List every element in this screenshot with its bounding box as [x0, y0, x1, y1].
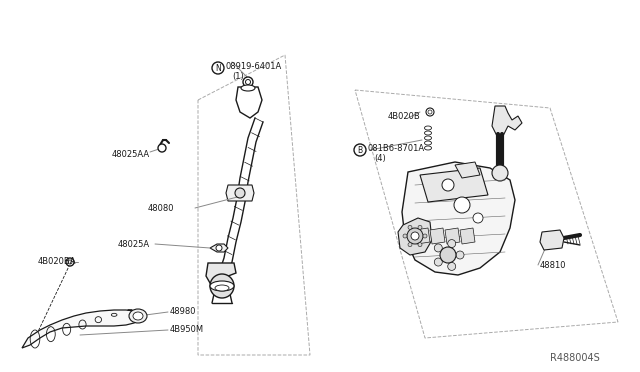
- Polygon shape: [236, 87, 262, 118]
- Polygon shape: [398, 218, 432, 255]
- Polygon shape: [402, 162, 515, 275]
- Circle shape: [158, 144, 166, 152]
- Text: 081B6-8701A: 081B6-8701A: [368, 144, 425, 153]
- Circle shape: [418, 225, 422, 230]
- Circle shape: [435, 258, 442, 266]
- Ellipse shape: [129, 309, 147, 323]
- Text: 48025A: 48025A: [118, 240, 150, 248]
- Text: 08919-6401A: 08919-6401A: [226, 61, 282, 71]
- Ellipse shape: [241, 85, 255, 91]
- Text: 48080: 48080: [148, 203, 175, 212]
- Text: N: N: [215, 64, 221, 73]
- Text: 4B950M: 4B950M: [170, 326, 204, 334]
- Circle shape: [68, 260, 72, 264]
- Polygon shape: [430, 228, 445, 244]
- Text: 48810: 48810: [540, 260, 566, 269]
- Circle shape: [456, 251, 464, 259]
- Ellipse shape: [215, 285, 229, 291]
- Circle shape: [354, 144, 366, 156]
- Circle shape: [448, 240, 456, 248]
- Circle shape: [435, 244, 442, 252]
- Polygon shape: [22, 310, 140, 348]
- Text: R488004S: R488004S: [550, 353, 600, 363]
- Circle shape: [442, 179, 454, 191]
- Circle shape: [423, 234, 427, 238]
- Polygon shape: [460, 228, 475, 244]
- Text: 4B020B: 4B020B: [388, 112, 420, 121]
- Circle shape: [408, 243, 412, 247]
- Polygon shape: [210, 244, 228, 252]
- Circle shape: [216, 245, 222, 251]
- Circle shape: [428, 110, 432, 114]
- Text: 48025AA: 48025AA: [112, 150, 150, 158]
- Ellipse shape: [133, 312, 143, 320]
- Circle shape: [411, 232, 419, 240]
- Polygon shape: [455, 162, 480, 178]
- Circle shape: [212, 62, 224, 74]
- Circle shape: [492, 165, 508, 181]
- Circle shape: [235, 188, 245, 198]
- Polygon shape: [226, 185, 254, 201]
- Circle shape: [243, 77, 253, 87]
- Polygon shape: [206, 263, 236, 283]
- Text: (4): (4): [374, 154, 386, 163]
- Text: 48980: 48980: [170, 308, 196, 317]
- Circle shape: [408, 225, 412, 230]
- Polygon shape: [420, 168, 488, 202]
- Circle shape: [246, 80, 250, 84]
- Circle shape: [473, 213, 483, 223]
- Ellipse shape: [210, 281, 234, 291]
- Polygon shape: [415, 228, 430, 244]
- Text: (1): (1): [232, 71, 244, 80]
- Polygon shape: [540, 230, 564, 250]
- Polygon shape: [445, 228, 460, 244]
- Text: B: B: [357, 145, 363, 154]
- Circle shape: [440, 247, 456, 263]
- Polygon shape: [492, 106, 522, 136]
- Circle shape: [448, 262, 456, 270]
- Circle shape: [66, 258, 74, 266]
- Circle shape: [407, 228, 423, 244]
- Circle shape: [210, 274, 234, 298]
- Circle shape: [403, 234, 407, 238]
- Text: 4B020BA: 4B020BA: [38, 257, 77, 266]
- Circle shape: [454, 197, 470, 213]
- Circle shape: [418, 243, 422, 247]
- Circle shape: [426, 108, 434, 116]
